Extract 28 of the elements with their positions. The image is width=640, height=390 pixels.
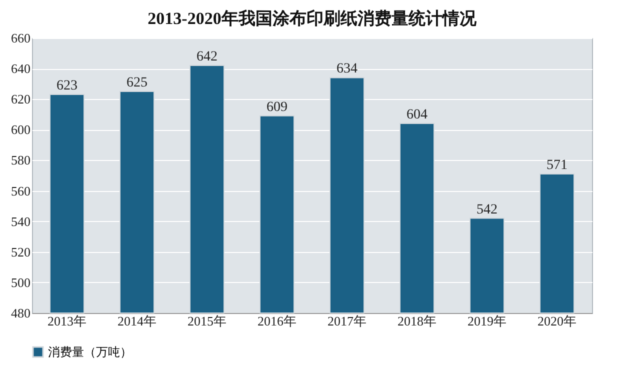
data-label: 571	[546, 158, 568, 173]
y-tick-label: 580	[11, 152, 30, 168]
x-tick-label: 2015年	[188, 314, 226, 328]
y-tick-label: 560	[11, 183, 30, 198]
x-tick-label: 2018年	[398, 314, 436, 328]
y-tick-label: 480	[11, 306, 30, 320]
x-tick-label: 2014年	[118, 314, 156, 328]
y-tick-label: 500	[11, 274, 30, 290]
data-label: 623	[56, 78, 78, 94]
data-label: 625	[126, 75, 148, 90]
x-tick-label: 2019年	[468, 314, 506, 328]
y-tick-label: 540	[11, 214, 30, 229]
data-label: 604	[406, 108, 428, 123]
y-tick-label: 520	[11, 244, 30, 260]
y-tick-label: 600	[11, 122, 30, 138]
x-tick-label: 2013年	[48, 314, 86, 328]
y-tick-label: 660	[11, 30, 30, 46]
data-label: 542	[476, 202, 498, 218]
legend-label: 消费量（万吨）	[48, 345, 132, 359]
x-tick-label: 2020年	[538, 314, 576, 328]
chart-title: 2013-2020年我国涂布印刷纸消费量统计情况	[148, 9, 478, 28]
x-tick-label: 2016年	[258, 314, 296, 328]
data-label: 609	[266, 100, 288, 115]
data-label: 634	[336, 62, 358, 77]
data-label: 642	[196, 50, 218, 64]
y-tick-label: 640	[11, 61, 30, 76]
y-tick-label: 620	[11, 92, 30, 107]
x-tick-label: 2017年	[328, 314, 366, 328]
